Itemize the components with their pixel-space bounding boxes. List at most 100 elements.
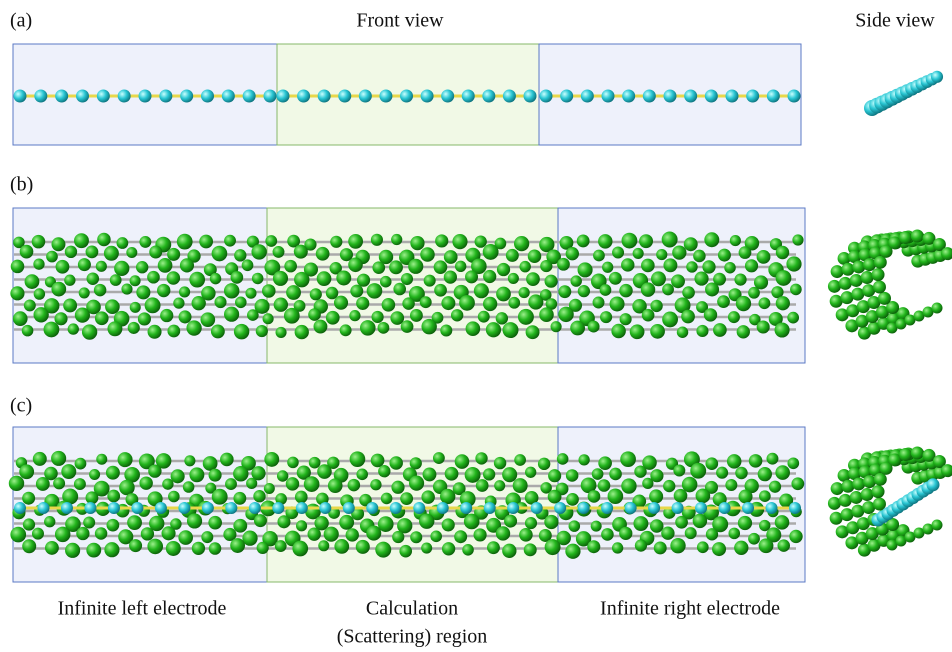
atom [551, 321, 562, 332]
atom [413, 502, 425, 514]
atom [318, 90, 331, 103]
atom [775, 322, 790, 337]
atom [777, 539, 789, 551]
atom [651, 271, 666, 286]
atom [263, 313, 274, 324]
atom [685, 527, 697, 539]
atom [339, 515, 354, 530]
atom [245, 288, 256, 299]
atom [274, 298, 288, 312]
atom [619, 284, 632, 297]
atom [141, 527, 154, 540]
atom [557, 453, 569, 465]
atom [225, 502, 237, 514]
atom [168, 491, 180, 503]
region-label: Calculation [366, 598, 458, 620]
atom [370, 479, 381, 490]
atom [932, 303, 943, 314]
atom [233, 519, 247, 533]
atom [400, 90, 413, 103]
atom [391, 234, 402, 245]
atom [94, 284, 106, 296]
atom [455, 454, 470, 469]
atom [476, 479, 489, 492]
atom [441, 90, 454, 103]
atom [272, 502, 284, 514]
atom [911, 447, 924, 460]
atom [86, 543, 101, 558]
atom [214, 296, 226, 308]
atom [54, 312, 67, 325]
atom [317, 464, 332, 479]
atom [277, 470, 288, 481]
atom [107, 321, 122, 336]
atom [746, 90, 759, 103]
atom [440, 324, 452, 336]
atom [514, 236, 529, 251]
atom [275, 540, 287, 552]
atom [108, 502, 120, 514]
atom [53, 477, 65, 489]
atom [697, 541, 709, 553]
atom [739, 490, 753, 504]
panel-label: (a) [10, 10, 32, 32]
atom [247, 309, 259, 321]
atom [674, 489, 688, 503]
atom [444, 270, 457, 283]
atom [648, 502, 660, 514]
atom [104, 246, 119, 261]
atom [539, 307, 554, 322]
atom [340, 324, 352, 336]
atom [139, 476, 152, 489]
atom [789, 502, 801, 514]
atom [525, 517, 537, 529]
atom [694, 271, 708, 285]
atom [587, 540, 600, 553]
atom [560, 90, 573, 103]
atom [696, 489, 711, 504]
atom [581, 90, 594, 103]
atom [349, 310, 360, 321]
atom [728, 528, 740, 540]
atom [525, 467, 536, 478]
atom [22, 325, 34, 337]
atom [442, 518, 455, 531]
atom [264, 90, 277, 103]
atom [724, 262, 735, 273]
atom [593, 297, 605, 309]
atom [97, 90, 110, 103]
atom [650, 519, 664, 533]
atom [119, 480, 135, 496]
atom [734, 541, 748, 555]
atom [167, 325, 180, 338]
atom [465, 467, 481, 483]
atom [421, 319, 436, 334]
atom [483, 270, 496, 283]
atom [32, 528, 44, 540]
atom [328, 478, 343, 493]
atom [612, 542, 623, 553]
atom [850, 491, 863, 504]
atom [684, 90, 697, 103]
atom [209, 542, 222, 555]
atom [379, 90, 392, 103]
atom [233, 492, 246, 505]
atom [79, 287, 90, 298]
atom [524, 543, 537, 556]
atom [621, 478, 636, 493]
atom [786, 256, 801, 271]
atom [130, 302, 141, 313]
atom [672, 502, 684, 514]
atom [839, 494, 852, 507]
atom [401, 273, 413, 285]
atom [233, 466, 248, 481]
atom [348, 258, 363, 273]
atom [139, 90, 152, 103]
atom [389, 456, 403, 470]
atom [34, 288, 45, 299]
atom [10, 527, 26, 543]
atom [346, 528, 359, 541]
atom [737, 325, 750, 338]
atom [787, 457, 799, 469]
atom [309, 457, 321, 469]
